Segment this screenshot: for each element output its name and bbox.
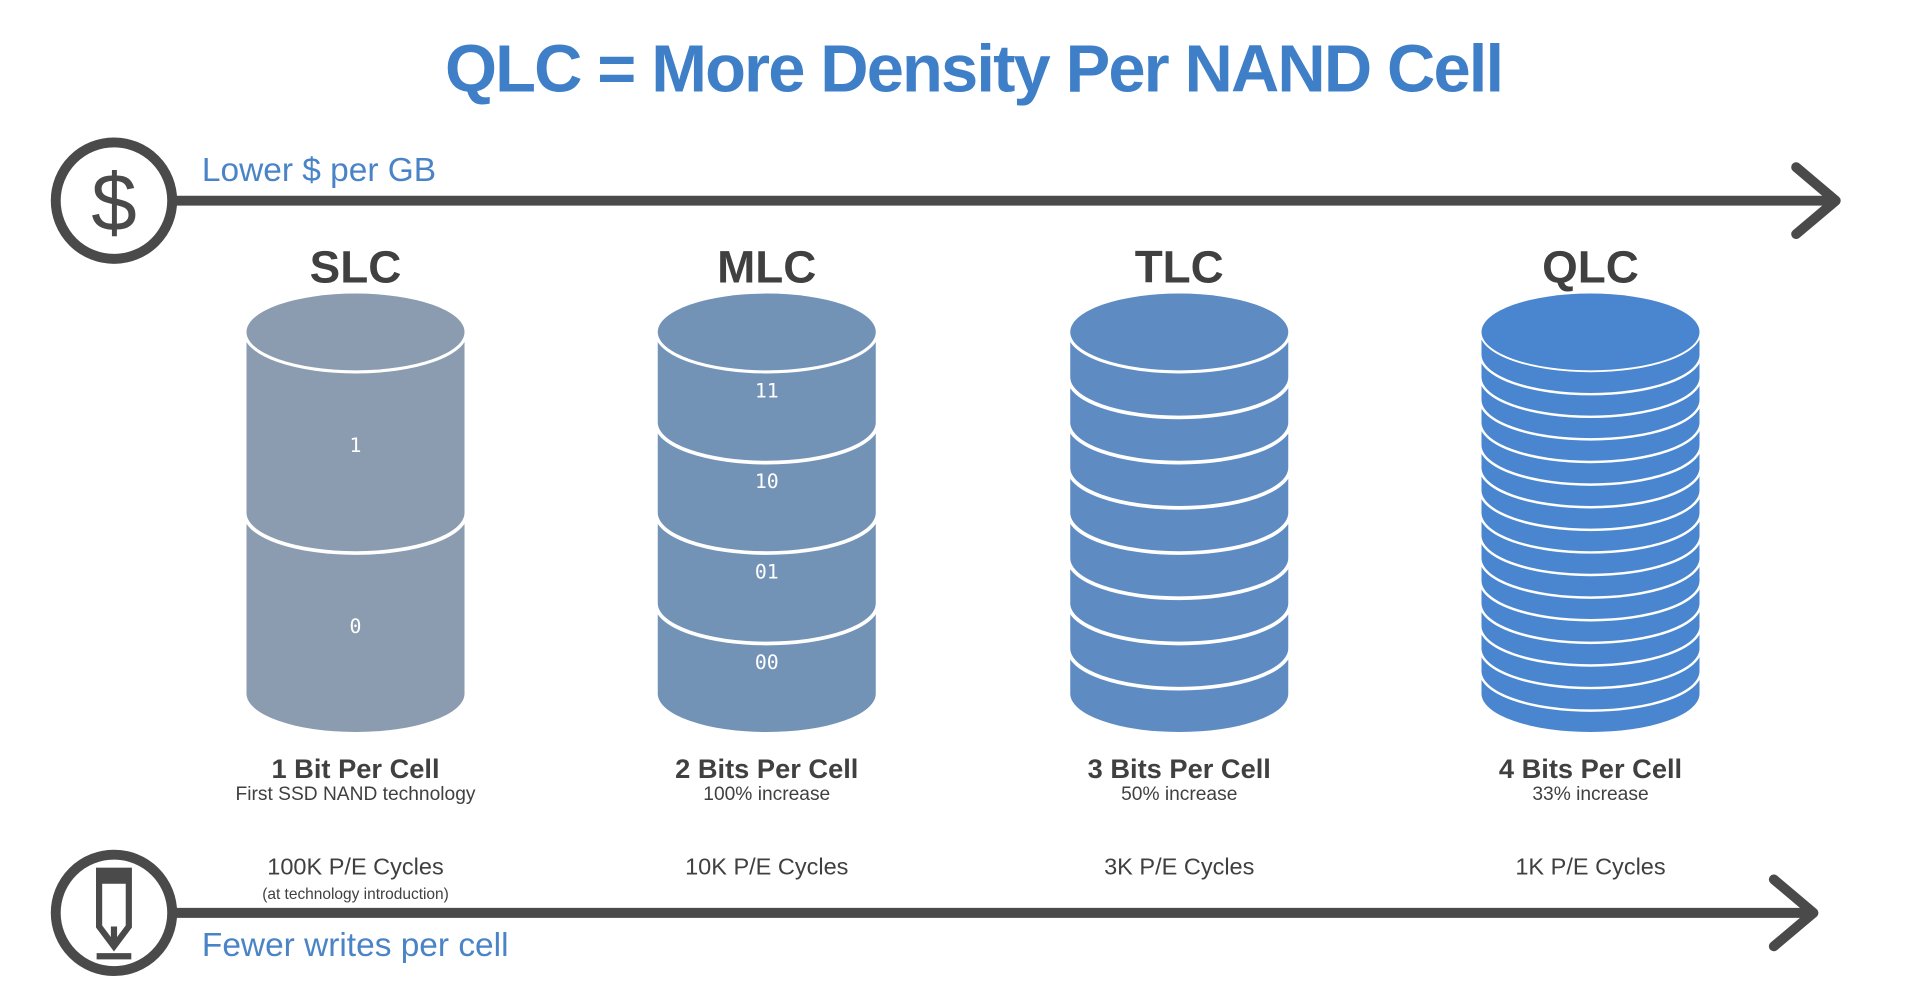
arrow-head-icon <box>1768 874 1819 952</box>
cell-state-label: 10 <box>755 470 779 493</box>
cylinder-top <box>246 293 465 371</box>
cell-state-label: 11 <box>755 380 779 403</box>
cell-cylinder: 00 01 10 11 <box>654 290 880 733</box>
cell-type-heading: MLC <box>717 241 816 292</box>
top-axis-label: Lower $ per GB <box>202 152 436 189</box>
cell-state-label: 00 <box>755 651 779 674</box>
column-qlc: QLC0000000100100011010001010110011110001… <box>1479 241 1702 879</box>
arrow-head-icon <box>1791 162 1841 240</box>
pe-cycles: 1K P/E Cycles <box>1515 853 1665 879</box>
bottom-axis-label: Fewer writes per cell <box>202 927 509 964</box>
cell-cylinder: 0000000100100011010001010110011110001001… <box>1479 291 1702 733</box>
cell-cylinder: 000001010011100101110111 <box>1066 290 1292 733</box>
cell-type-heading: QLC <box>1542 241 1639 292</box>
pe-cycles: 3K P/E Cycles <box>1104 853 1254 879</box>
pe-cycles: 100K P/E Cycles <box>267 853 443 879</box>
dollar-glyph: $ <box>91 157 136 248</box>
page-title: QLC = More Density Per NAND Cell <box>445 32 1502 107</box>
cylinder-top <box>1481 293 1700 371</box>
cell-state-label: 01 <box>755 561 779 584</box>
cell-state-label: 1 <box>350 434 362 457</box>
pe-cycles-note: (at technology introduction) <box>262 886 449 903</box>
cylinder-top <box>657 293 876 371</box>
top-axis: $ Lower $ per GB <box>50 137 1841 264</box>
increase-note: 33% increase <box>1532 784 1648 805</box>
dollar-icon <box>50 137 178 264</box>
increase-note: 50% increase <box>1121 784 1237 805</box>
cell-type-heading: SLC <box>310 241 402 292</box>
bottom-axis: Fewer writes per cell <box>50 849 1819 977</box>
bits-per-cell: 1 Bit Per Cell <box>271 753 439 784</box>
bits-per-cell: 4 Bits Per Cell <box>1499 753 1682 784</box>
column-tlc: TLC000001010011100101110111 3 Bits Per Ce… <box>1066 241 1292 879</box>
pe-cycles: 10K P/E Cycles <box>685 853 848 879</box>
increase-note: 100% increase <box>703 784 830 805</box>
cell-type-heading: TLC <box>1135 241 1224 292</box>
bits-per-cell: 3 Bits Per Cell <box>1088 753 1271 784</box>
increase-note: First SSD NAND technology <box>236 784 476 805</box>
pencil-icon <box>50 849 178 977</box>
cylinder-top <box>1070 293 1289 371</box>
cell-cylinder: 01 <box>242 290 469 733</box>
bits-per-cell: 2 Bits Per Cell <box>675 753 858 784</box>
pencil-glyph <box>96 867 132 960</box>
cell-state-label: 0 <box>350 615 362 638</box>
